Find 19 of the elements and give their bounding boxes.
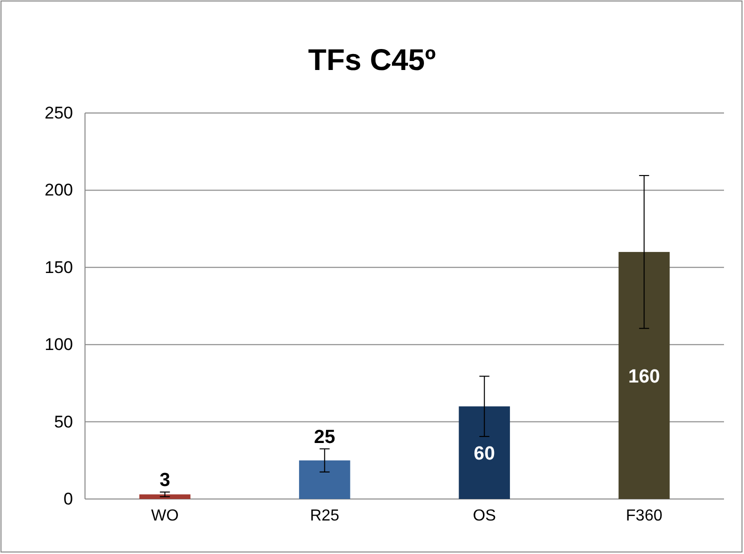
bar: [458, 406, 510, 499]
data-label: 160: [628, 366, 660, 388]
y-tick-label: 150: [44, 258, 73, 277]
y-tick-label: 250: [44, 103, 73, 122]
x-tick-label: R25: [310, 507, 340, 524]
y-tick-label: 200: [44, 180, 73, 200]
bar: [299, 460, 350, 499]
y-tick-label: 100: [44, 335, 73, 354]
data-label: 3: [160, 470, 170, 492]
chart-title: TFs C45º: [308, 44, 436, 77]
y-tick-label: 50: [54, 412, 73, 432]
x-tick-label: WO: [151, 507, 179, 524]
data-label: 25: [314, 426, 336, 448]
bar: [618, 252, 670, 499]
x-tick-label: F360: [626, 507, 662, 524]
data-label: 60: [474, 444, 495, 465]
x-tick-label: OS: [472, 507, 496, 524]
y-tick-label: 0: [64, 489, 73, 508]
bar: [139, 494, 190, 499]
